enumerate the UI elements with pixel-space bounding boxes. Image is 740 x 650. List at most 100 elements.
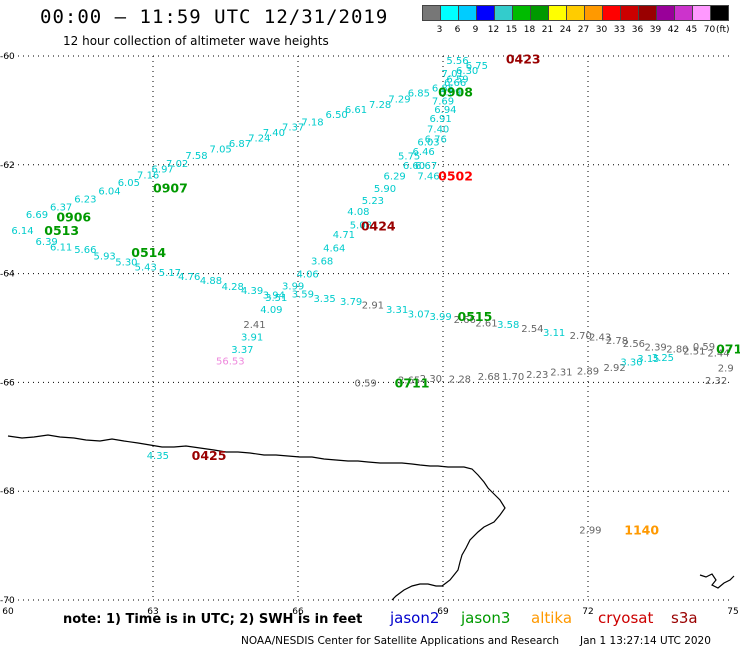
pass-time-label: 0906 — [56, 209, 91, 224]
wave-height-label: 2.65 — [398, 376, 420, 387]
legend-label: 30 — [595, 25, 608, 35]
pass-time-label: 0908 — [438, 84, 473, 99]
wave-height-label: 2.23 — [526, 370, 548, 381]
lat-tick-label: -60 — [0, 52, 15, 62]
wave-height-label: 2.80 — [666, 345, 688, 356]
wave-height-label: 56.53 — [216, 357, 245, 368]
wave-height-label: 5.66 — [74, 245, 96, 256]
wave-height-label: 3.35 — [313, 294, 335, 305]
satellite-legend-altika: altika — [531, 609, 573, 627]
wave-height-label: 3.07 — [408, 309, 430, 320]
legend-label: 21 — [541, 25, 554, 35]
wave-height-label: 7.37 — [282, 123, 304, 134]
wave-height-label: 6.91 — [429, 114, 451, 125]
legend-label: 3 — [436, 25, 443, 35]
legend-label: 12 — [487, 25, 500, 35]
wave-height-label: 2.41 — [243, 320, 265, 331]
wave-height-label: 3.15 — [637, 354, 659, 365]
wave-height-label: 6.59 — [446, 74, 468, 85]
legend-label: 15 — [505, 25, 518, 35]
wave-height-label: 3.11 — [543, 328, 565, 339]
wave-height-label: 2.31 — [550, 368, 572, 379]
legend-label: 45 — [685, 25, 698, 35]
wave-height-label: 2.44 — [707, 348, 729, 359]
wave-height-label: 2.61 — [475, 319, 497, 330]
wave-height-label: 4.76 — [178, 272, 200, 283]
pass-time-label: 0424 — [361, 219, 396, 234]
wave-height-label: 2.30 — [420, 374, 442, 385]
pass-time-label: 0907 — [153, 181, 188, 196]
satellite-legend-jason2: jason2 — [390, 609, 440, 627]
wave-height-label: 4.06 — [297, 270, 319, 281]
wave-height-label: 7.05 — [210, 144, 232, 155]
wave-height-label: 4.09 — [260, 305, 282, 316]
wave-height-label: 5.56 — [446, 56, 468, 67]
wave-height-label: 6.50 — [326, 110, 348, 121]
wave-height-label: 0.59 — [693, 342, 715, 353]
wave-height-label: 5.75 — [398, 152, 420, 163]
wave-height-label: 2.39 — [645, 342, 667, 353]
lat-tick-label: -62 — [0, 161, 15, 171]
wave-height-label: 5.43 — [135, 263, 157, 274]
credit-line: NOAA/NESDIS Center for Satellite Applica… — [241, 635, 559, 647]
wave-height-label: 1.70 — [502, 372, 524, 383]
wave-height-label: 6.69 — [26, 210, 48, 221]
wave-height-label: 3.99 — [282, 282, 304, 293]
legend-label: 39 — [649, 25, 662, 35]
wave-height-label: 3.51 — [265, 293, 287, 304]
wave-height-label: 6.14 — [11, 226, 33, 237]
wave-height-label: 6.29 — [384, 172, 406, 183]
wave-height-label: 3.68 — [311, 257, 333, 268]
wave-height-label: 7.29 — [388, 94, 410, 105]
map-subtitle: 12 hour collection of altimeter wave hei… — [63, 34, 329, 48]
legend-unit: (ft) — [716, 25, 730, 35]
wave-height-label: 6.66 — [444, 78, 466, 89]
wave-height-label: 6.30 — [456, 66, 478, 77]
lon-tick-label: 60 — [2, 607, 14, 617]
wave-height-label: 6.61 — [345, 105, 367, 116]
wave-height-label: 2.70 — [570, 331, 592, 342]
wave-height-label: 3.59 — [292, 290, 314, 301]
wave-height-label: 6.75 — [466, 61, 488, 72]
pass-time-label: 1140 — [624, 522, 659, 537]
wave-height-label: 6.67 — [415, 161, 437, 172]
legend-label: 33 — [613, 25, 626, 35]
wave-height-label: 3.37 — [231, 345, 253, 356]
wave-height-label: 2.92 — [603, 363, 625, 374]
wave-height-label: 6.05 — [118, 178, 140, 189]
wave-height-label: 7.40 — [263, 128, 285, 139]
wave-height-label: 2.28 — [449, 375, 471, 386]
wave-height-label: 5.23 — [362, 196, 384, 207]
wave-height-label: 6.39 — [36, 237, 58, 248]
wave-height-label: 4.39 — [241, 286, 263, 297]
wave-height-label: 4.08 — [347, 207, 369, 218]
antarctic-coastline — [7, 434, 506, 601]
wave-height-label: 6.04 — [98, 186, 120, 197]
wave-height-label: 7.16 — [137, 171, 159, 182]
wave-height-label: 2.9 — [718, 364, 734, 375]
map-title: 00:00 – 11:59 UTC 12/31/2019 — [40, 6, 389, 28]
pass-time-label: 0425 — [192, 448, 227, 463]
wave-height-label: 5.93 — [94, 252, 116, 263]
wave-height-label: 3.91 — [241, 333, 263, 344]
legend-label: 36 — [631, 25, 644, 35]
wave-height-label: 4.71 — [333, 230, 355, 241]
lon-tick-label: 69 — [437, 607, 449, 617]
wave-height-label: 2.78 — [606, 336, 628, 347]
wave-height-label: 2.51 — [683, 346, 705, 357]
satellite-legend-s3a: s3a — [671, 609, 698, 627]
wave-height-label: 2.32 — [705, 376, 727, 387]
wave-height-label: 7.40 — [427, 124, 449, 135]
satellite-legend-jason3: jason3 — [461, 609, 511, 627]
coastline-east — [699, 573, 735, 589]
pass-time-label: 0513 — [44, 223, 79, 238]
wave-height-label: 7.28 — [369, 100, 391, 111]
legend-label: 9 — [472, 25, 479, 35]
wave-height-label: 4.28 — [222, 282, 244, 293]
pass-time-label: 0423 — [506, 52, 541, 67]
wave-height-label: 5.30 — [115, 258, 137, 269]
wave-height-label: 2.91 — [362, 301, 384, 312]
wave-height-label: 6.94 — [434, 105, 456, 116]
